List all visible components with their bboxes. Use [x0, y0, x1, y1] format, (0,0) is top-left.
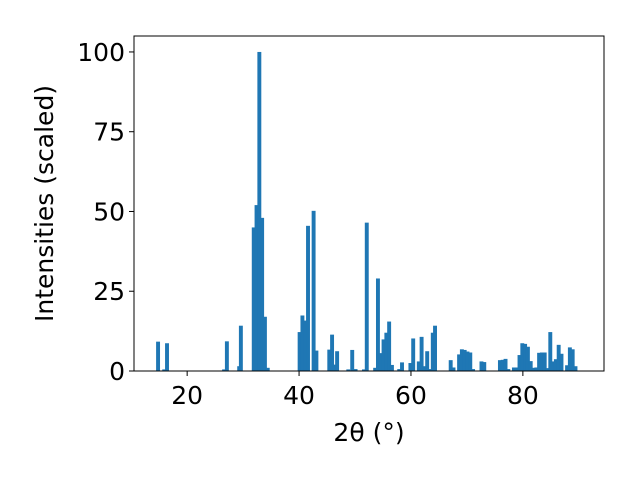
bar [534, 367, 539, 371]
bar [384, 332, 389, 371]
bar [251, 227, 256, 371]
bar [465, 351, 470, 371]
plot-frame [133, 35, 605, 372]
bar [303, 320, 308, 371]
bar [314, 350, 319, 371]
bar [257, 51, 262, 371]
bar [553, 359, 558, 371]
bar [451, 367, 456, 371]
bar [570, 349, 575, 371]
bar [448, 360, 453, 371]
bar [528, 361, 533, 371]
x-tick-label: 20 [171, 381, 203, 410]
bar [373, 367, 378, 371]
bar [411, 338, 416, 371]
bar [559, 353, 564, 371]
bar [462, 349, 467, 371]
bar [222, 369, 227, 371]
bar [548, 332, 553, 371]
bar [551, 361, 556, 371]
bar [238, 325, 243, 371]
bar [400, 362, 404, 371]
bar [327, 349, 332, 371]
bar [511, 367, 516, 371]
bar [573, 366, 578, 371]
bar [378, 353, 383, 371]
x-tick-label: 40 [283, 381, 315, 410]
bar [503, 358, 508, 371]
bar [311, 210, 316, 371]
bar [162, 369, 167, 371]
bar [300, 315, 305, 371]
y-tick-label: 100 [77, 38, 125, 67]
bar [565, 365, 570, 371]
bar [520, 343, 525, 371]
x-axis-ticks: 20 40 60 80 [171, 371, 539, 410]
bar [389, 364, 394, 371]
bar [542, 352, 547, 371]
bar [306, 225, 310, 371]
y-axis-label: Intensities (scaled) [30, 85, 59, 322]
bar [556, 344, 561, 371]
bar [506, 369, 511, 371]
bar [537, 352, 542, 371]
bar [408, 363, 413, 371]
bar [422, 366, 427, 371]
y-tick-label: 50 [93, 197, 125, 226]
bar [297, 332, 302, 371]
x-tick-label: 60 [395, 381, 427, 410]
bar [425, 351, 430, 371]
bar [500, 359, 505, 371]
x-tick-label: 80 [507, 381, 539, 410]
bar [523, 343, 528, 371]
bar [539, 352, 544, 371]
bar [265, 367, 270, 371]
bar [254, 205, 259, 371]
bar [375, 278, 380, 371]
bar [428, 369, 432, 371]
bar [397, 369, 402, 371]
bar [364, 222, 369, 371]
bar [531, 367, 536, 371]
bar [381, 339, 386, 371]
bar [332, 364, 337, 371]
bar [514, 367, 519, 371]
bar [419, 336, 424, 371]
bar [156, 341, 161, 371]
y-tick-label: 75 [93, 118, 125, 147]
bar [335, 351, 340, 371]
bar [459, 349, 464, 371]
bar [416, 361, 421, 371]
bar [525, 346, 530, 371]
bar [330, 334, 335, 371]
bar [387, 321, 392, 371]
bar [471, 369, 476, 371]
bar [353, 369, 358, 371]
bar [350, 349, 355, 371]
bar [224, 341, 229, 371]
bar [468, 352, 473, 371]
bar [346, 369, 351, 371]
bar [260, 217, 265, 371]
bar [517, 355, 522, 371]
bar [433, 325, 437, 371]
y-tick-label: 25 [93, 277, 125, 306]
bar [430, 332, 435, 371]
bar [457, 354, 462, 371]
bar [545, 368, 550, 371]
bar [479, 361, 484, 371]
y-tick-label: 0 [109, 357, 125, 386]
x-axis-label: 2θ (°) [333, 418, 404, 447]
bar [482, 362, 487, 371]
bar [567, 347, 572, 371]
bar [165, 343, 169, 371]
y-axis-ticks: 0 25 50 75 100 [77, 38, 134, 386]
bar-series [156, 51, 578, 371]
bar [497, 360, 502, 371]
bar [362, 369, 366, 371]
bar [262, 316, 267, 371]
